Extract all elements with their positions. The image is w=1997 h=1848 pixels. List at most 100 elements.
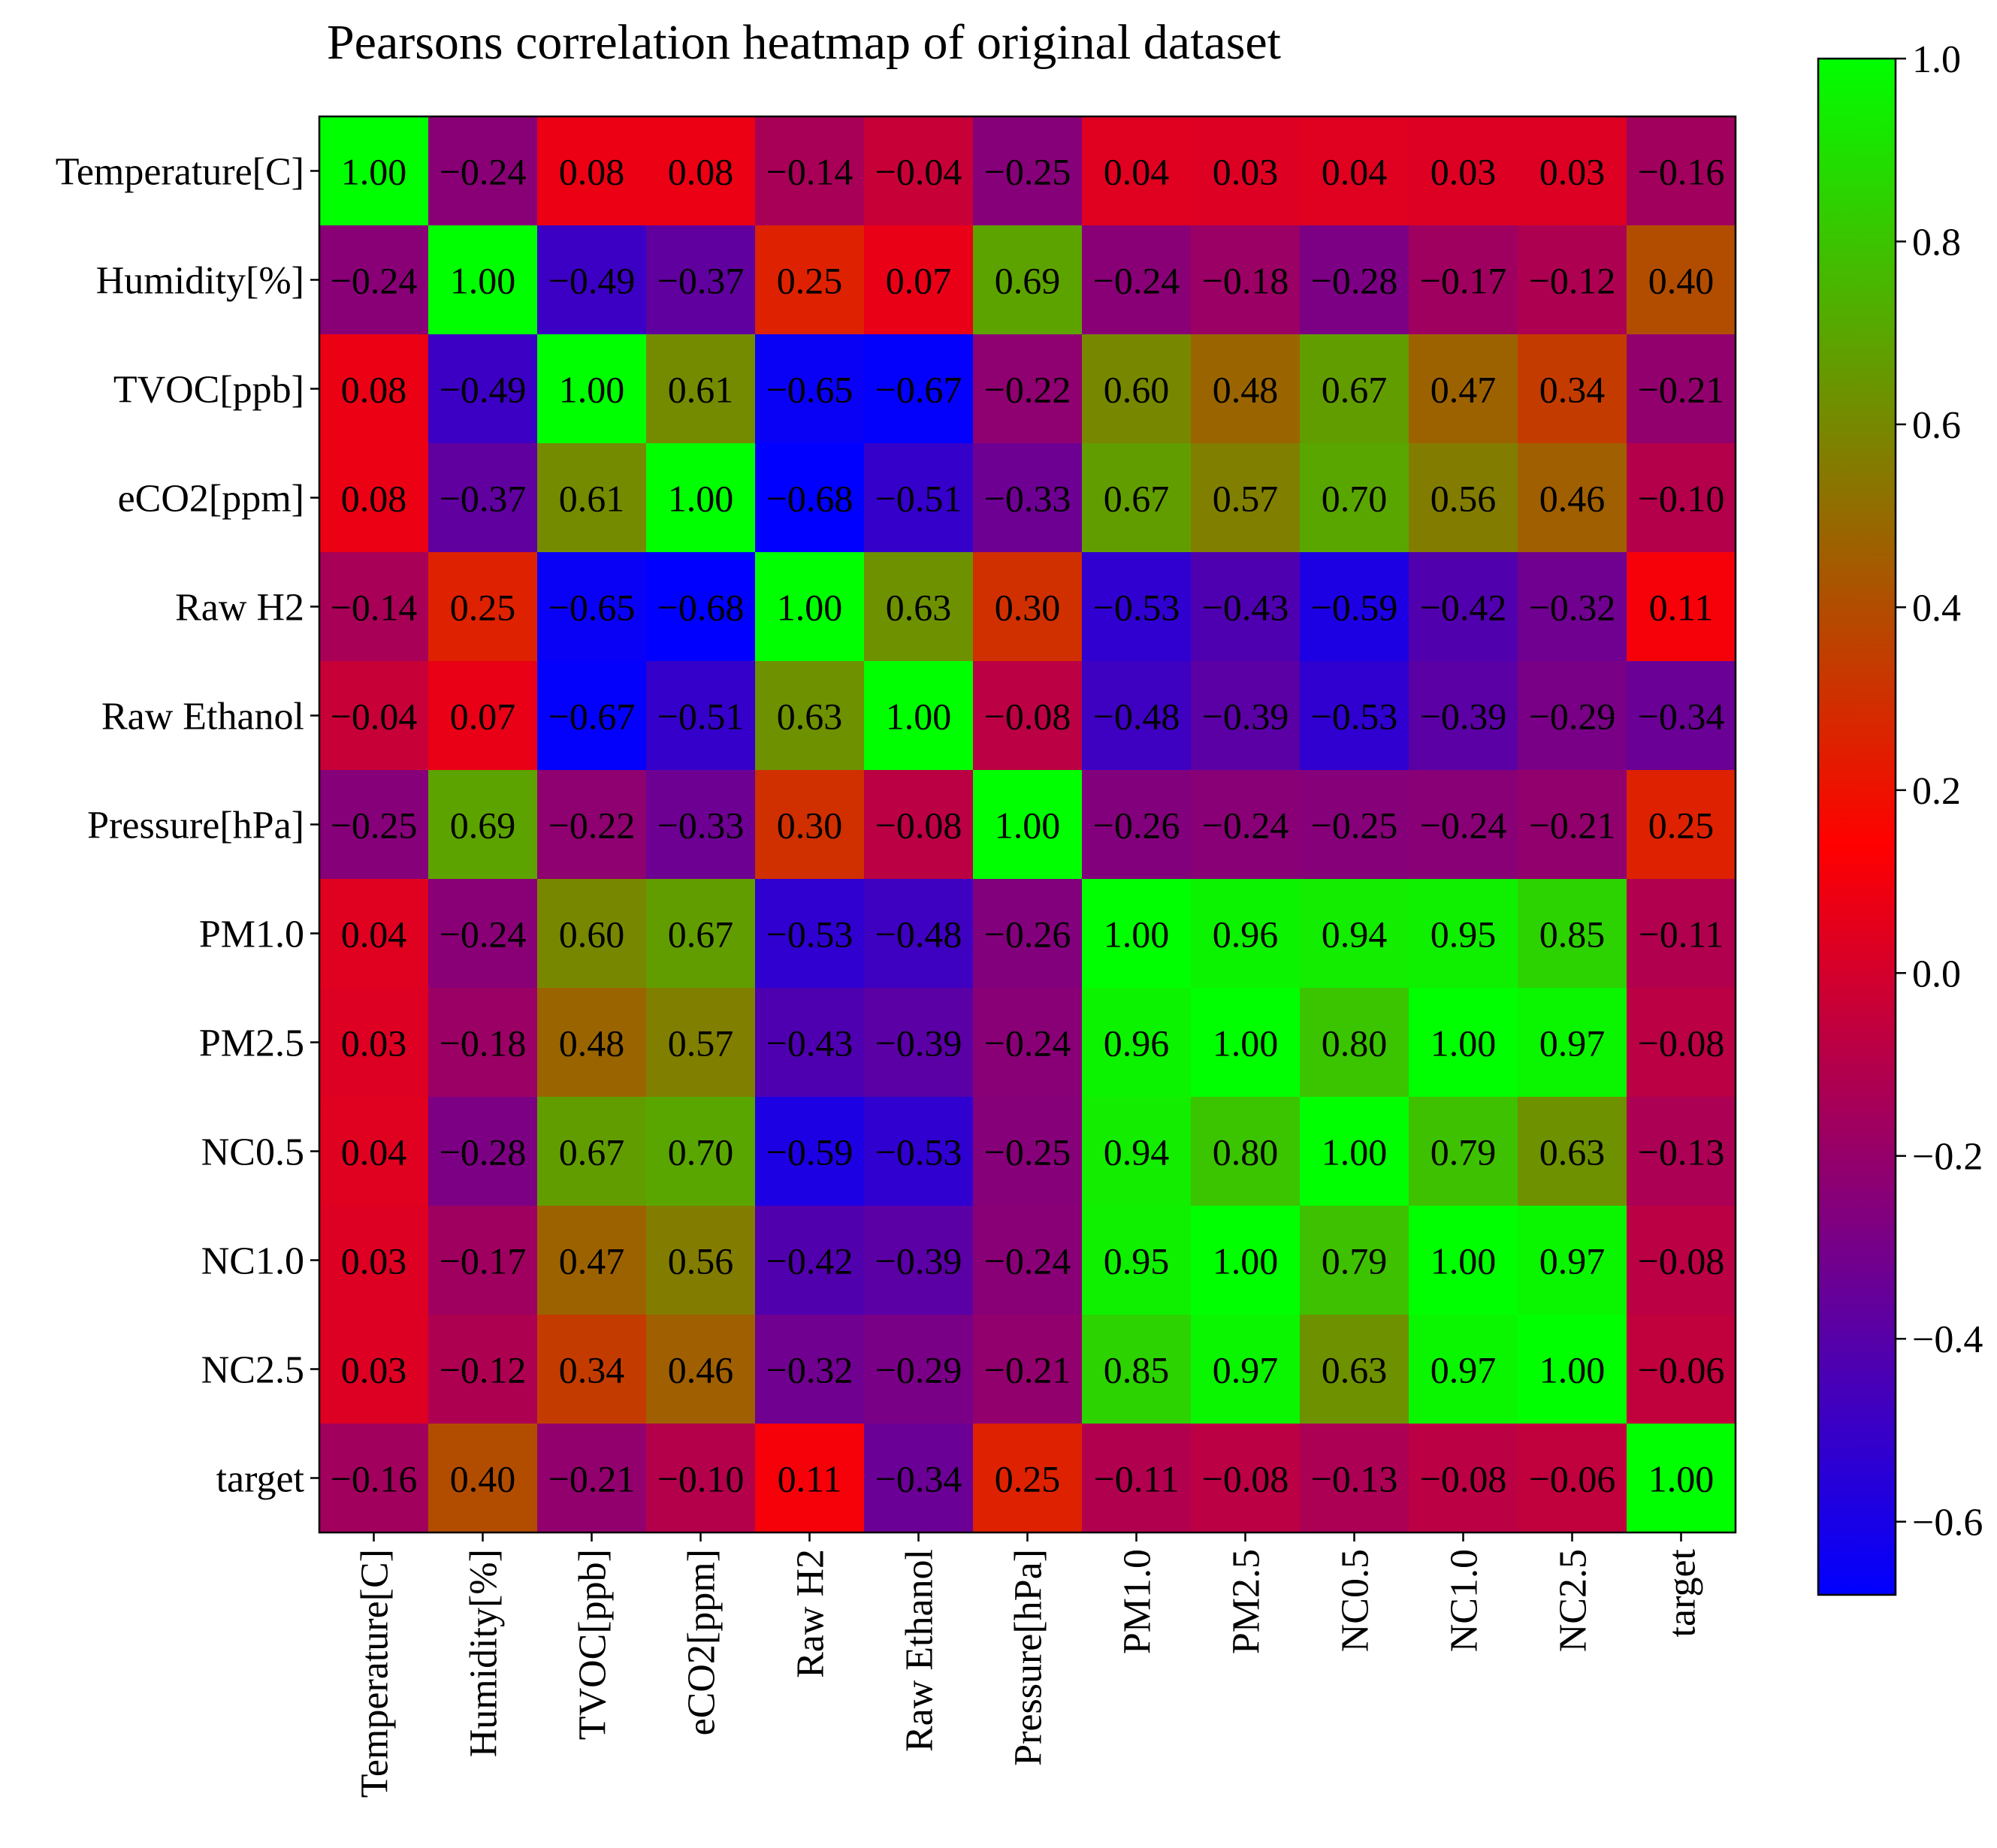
heatmap-cell-label: 1.00 (886, 696, 952, 738)
heatmap-cell-label: −0.16 (331, 1458, 418, 1500)
heatmap-cell (319, 334, 429, 444)
heatmap-cell (319, 552, 429, 662)
heatmap-cell-label: 0.67 (1322, 369, 1388, 411)
heatmap-cell-label: 0.46 (1539, 478, 1606, 520)
heatmap-cell-label: −0.22 (548, 805, 636, 847)
heatmap-cell-label: −0.42 (1420, 587, 1507, 629)
heatmap-cell-label: −0.51 (657, 696, 745, 738)
heatmap-cell (319, 1315, 429, 1424)
row-labels: Temperature[C] Humidity[%] TVOC[ppb] eCO2[p… (56, 151, 319, 1501)
heatmap-cell (1627, 988, 1736, 1098)
heatmap-cell-label: −0.48 (1093, 696, 1180, 738)
heatmap-cell-label: −0.13 (1638, 1131, 1725, 1173)
heatmap-cell-label: 1.00 (559, 369, 625, 411)
heatmap-cell-label: −0.33 (984, 478, 1071, 520)
heatmap-cell (864, 552, 974, 662)
heatmap-cell-labels: 1.00 −0.24 0.08 0.08 −0.14 −0.04 −0.25 0.04 0.03… (331, 151, 1725, 1500)
heatmap-cell-label: 0.63 (886, 587, 952, 629)
heatmap-cell-label: −0.04 (331, 696, 418, 738)
heatmap-cell (864, 443, 974, 553)
heatmap-cell-label: −0.48 (875, 913, 962, 956)
colorbar-tick-label: −0.2 (1912, 1136, 1983, 1179)
heatmap-cell-label: −0.25 (984, 151, 1071, 193)
heatmap-cell (973, 1315, 1083, 1424)
heatmap-cell (428, 1097, 538, 1206)
heatmap-cell-label: 0.79 (1322, 1240, 1388, 1282)
heatmap-cell-label: 1.00 (668, 478, 734, 520)
heatmap-cell (1191, 116, 1301, 226)
heatmap-cell-label: −0.10 (657, 1458, 745, 1500)
heatmap-cell (428, 879, 538, 989)
heatmap-cell-label: 1.00 (1213, 1240, 1279, 1282)
heatmap-cell (1191, 988, 1301, 1098)
heatmap-cell (1627, 1097, 1736, 1206)
heatmap-cell-label: 1.00 (1104, 913, 1170, 956)
heatmap-cell-label: −0.51 (875, 478, 962, 520)
heatmap-cell-label: 0.03 (1431, 151, 1497, 193)
heatmap-cell-label: 0.97 (1539, 1240, 1606, 1282)
heatmap-cell (1518, 1424, 1627, 1533)
heatmap-cell (646, 225, 756, 335)
heatmap-cell (428, 988, 538, 1098)
heatmap-cell-label: −0.39 (1202, 696, 1289, 738)
heatmap-cell-label: −0.65 (548, 587, 636, 629)
heatmap-cell (646, 443, 756, 553)
heatmap-cell (1300, 1206, 1409, 1315)
heatmap-cell-label: 0.08 (559, 151, 625, 193)
heatmap-cell (1082, 1315, 1192, 1424)
heatmap-cell-label: 0.04 (341, 1131, 407, 1173)
heatmap-cell (319, 988, 429, 1098)
heatmap-cell-label: 0.11 (1649, 587, 1714, 629)
heatmap-cell-label: 1.00 (1213, 1022, 1279, 1064)
heatmap-cell-label: −0.18 (440, 1022, 527, 1064)
heatmap-cell-label: −0.43 (1202, 587, 1289, 629)
heatmap-cell-label: −0.08 (1638, 1240, 1725, 1282)
heatmap-cell-label: 0.67 (1104, 478, 1170, 520)
heatmap-cell-label: −0.14 (766, 151, 853, 193)
heatmap-cell (1300, 1315, 1409, 1424)
heatmap-cell-label: 0.63 (1322, 1349, 1388, 1391)
heatmap-cell-label: 1.00 (1648, 1458, 1715, 1500)
heatmap-cell-label: 1.00 (1431, 1240, 1497, 1282)
heatmap-cell-label: 0.03 (341, 1240, 407, 1282)
heatmap-cell (1409, 661, 1518, 771)
heatmap-cell (646, 1315, 756, 1424)
heatmap-cell (1300, 1424, 1409, 1533)
heatmap-cell (1518, 443, 1627, 553)
heatmap-cell-label: −0.26 (1093, 805, 1180, 847)
heatmap-cell (537, 1315, 647, 1424)
heatmap-cell (1082, 770, 1192, 880)
chart-title: Pearsons correlation heatmap of original… (327, 15, 1281, 70)
heatmap-cell-label: −0.11 (1639, 913, 1724, 956)
heatmap-cell-label: 0.03 (341, 1349, 407, 1391)
row-label: PM1.0 (199, 913, 304, 956)
heatmap-cell (1518, 988, 1627, 1098)
heatmap-cell (1627, 334, 1736, 444)
heatmap-cell (1191, 1424, 1301, 1533)
heatmap-cell-label: 0.56 (668, 1240, 734, 1282)
column-label: Pressure[hPa] (1008, 1549, 1050, 1766)
heatmap-cell (1627, 116, 1736, 226)
heatmap-cell (1300, 552, 1409, 662)
heatmap-cell-label: −0.53 (1311, 696, 1398, 738)
heatmap-cell-label: −0.24 (331, 260, 418, 302)
heatmap-cell-label: 0.04 (1322, 151, 1388, 193)
row-label: Humidity[%] (96, 260, 304, 303)
heatmap-cell (1082, 879, 1192, 989)
heatmap-cell-label: −0.39 (875, 1022, 962, 1064)
heatmap-cell (755, 661, 865, 771)
heatmap-cell-label: −0.22 (984, 369, 1071, 411)
heatmap-cell (864, 225, 974, 335)
heatmap-cell (1409, 770, 1518, 880)
heatmap-cell-label: −0.12 (1529, 260, 1616, 302)
heatmap-cell-label: 1.00 (777, 587, 843, 629)
heatmap-cell-label: 0.03 (341, 1022, 407, 1064)
heatmap-cell-label: 0.57 (668, 1022, 734, 1064)
heatmap-cell (1082, 334, 1192, 444)
heatmap-cell (973, 334, 1083, 444)
heatmap-cell-label: −0.59 (766, 1131, 853, 1173)
heatmap-cell-label: −0.08 (875, 805, 962, 847)
heatmap-cell (428, 661, 538, 771)
heatmap-cell (1409, 1424, 1518, 1533)
